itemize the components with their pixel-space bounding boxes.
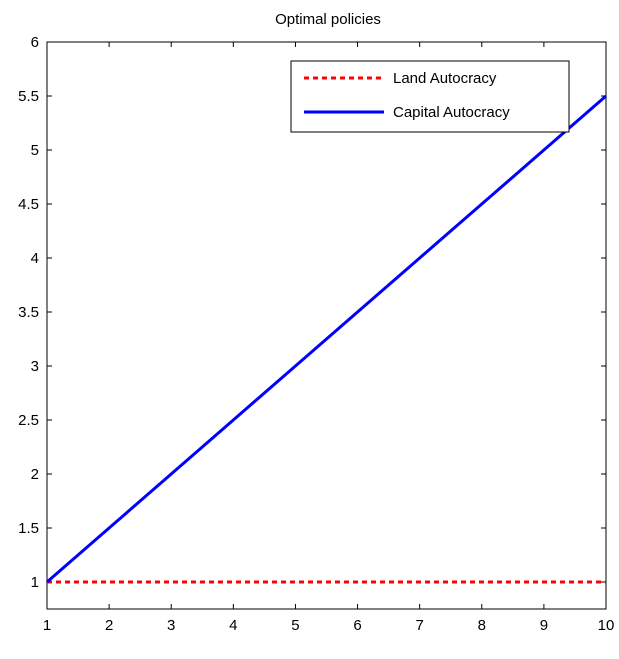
x-tick-label: 1 bbox=[43, 617, 51, 634]
legend-box bbox=[290, 60, 570, 133]
y-tick-label: 1.5 bbox=[18, 520, 39, 537]
x-tick-label: 3 bbox=[167, 617, 175, 634]
y-tick-label: 2.5 bbox=[18, 412, 39, 429]
x-tick-label: 7 bbox=[415, 617, 423, 634]
legend: Land Autocracy Capital Autocracy bbox=[290, 60, 570, 133]
legend-label-2: Capital Autocracy bbox=[393, 104, 510, 121]
y-tick-label: 4.5 bbox=[18, 196, 39, 213]
y-tick-label: 1 bbox=[31, 574, 39, 591]
axis-ticks: 1 2 3 4 5 6 7 8 9 10 1 1.5 2 2.5 3 3.5 4 4.5 5 5.5 6 bbox=[18, 34, 614, 634]
y-tick-label: 4 bbox=[31, 250, 39, 267]
y-tick-label: 6 bbox=[31, 34, 39, 51]
y-tick-label: 5.5 bbox=[18, 88, 39, 105]
x-tick-label: 8 bbox=[478, 617, 486, 634]
y-tick-label: 5 bbox=[31, 142, 39, 159]
chart-title: Optimal policies bbox=[275, 11, 381, 28]
y-tick-label: 2 bbox=[31, 466, 39, 483]
y-tick-label: 3.5 bbox=[18, 304, 39, 321]
x-tick-label: 10 bbox=[598, 617, 615, 634]
x-tick-label: 9 bbox=[540, 617, 548, 634]
x-tick-label: 6 bbox=[353, 617, 361, 634]
x-tick-label: 4 bbox=[229, 617, 237, 634]
y-tick-label: 3 bbox=[31, 358, 39, 375]
series-line-2 bbox=[46, 94, 607, 584]
x-tick-label: 5 bbox=[291, 617, 299, 634]
legend-label-1: Land Autocracy bbox=[393, 70, 497, 87]
plot-area bbox=[46, 41, 607, 610]
x-tick-label: 2 bbox=[105, 617, 113, 634]
axes-box bbox=[46, 41, 607, 610]
series-layer bbox=[46, 94, 607, 584]
